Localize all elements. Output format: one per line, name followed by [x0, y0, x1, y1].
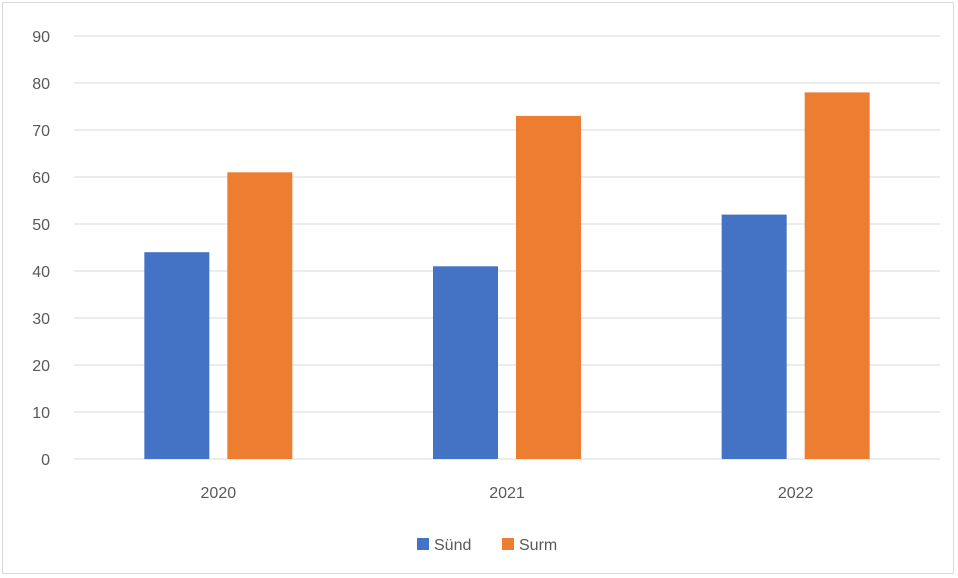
y-tick-label: 80 [32, 76, 50, 93]
bar-sünd-2021 [433, 266, 498, 459]
bar-surm-2022 [804, 92, 870, 460]
legend-label-sünd: Sünd [434, 537, 471, 554]
bars [144, 92, 870, 460]
legend: Sünd Surm [417, 537, 557, 554]
y-tick-label: 50 [32, 217, 50, 234]
gridlines [74, 35, 940, 460]
legend-swatch-sünd [417, 538, 429, 550]
y-tick-label: 10 [32, 405, 50, 422]
bar-surm-2020 [227, 172, 293, 460]
y-axis-ticks: 0 10 20 30 40 50 60 70 80 90 [32, 29, 50, 469]
bar-surm-2021 [516, 115, 581, 460]
x-axis-ticks: 2020 2021 2022 [201, 485, 814, 502]
y-tick-label: 20 [32, 358, 50, 375]
legend-swatch-surm [502, 538, 514, 550]
y-tick-label: 90 [32, 29, 50, 46]
legend-label-surm: Surm [519, 537, 557, 554]
bar-sünd-2020 [144, 252, 210, 459]
y-tick-label: 40 [32, 264, 50, 281]
x-tick-label: 2022 [778, 485, 814, 502]
y-tick-label: 30 [32, 311, 50, 328]
y-tick-label: 70 [32, 123, 50, 140]
bar-sünd-2022 [721, 214, 787, 459]
y-tick-label: 0 [41, 452, 50, 469]
y-tick-label: 60 [32, 170, 50, 187]
x-tick-label: 2020 [201, 485, 237, 502]
x-tick-label: 2021 [489, 485, 525, 502]
